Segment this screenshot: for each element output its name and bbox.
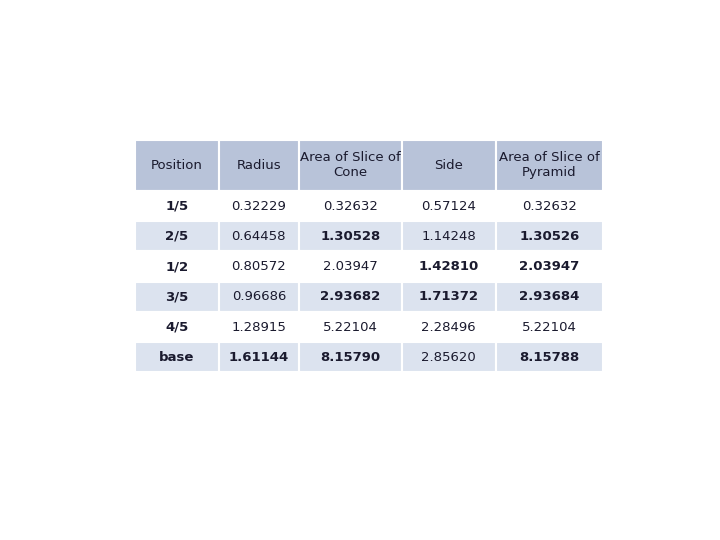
- Bar: [135, 282, 219, 312]
- Bar: [495, 140, 603, 191]
- Bar: [219, 191, 299, 221]
- Bar: [299, 282, 402, 312]
- Text: 0.64458: 0.64458: [232, 230, 286, 243]
- Text: 2.03947: 2.03947: [323, 260, 377, 273]
- Text: 2/5: 2/5: [166, 230, 189, 243]
- Text: 2.85620: 2.85620: [421, 351, 476, 364]
- Bar: [495, 282, 603, 312]
- Text: 1.30528: 1.30528: [320, 230, 380, 243]
- Text: 2.93682: 2.93682: [320, 291, 380, 303]
- Text: 1.30526: 1.30526: [519, 230, 580, 243]
- Text: 2.93684: 2.93684: [519, 291, 580, 303]
- Text: 1/2: 1/2: [166, 260, 189, 273]
- Bar: [299, 252, 402, 282]
- Text: 1.28915: 1.28915: [231, 321, 287, 334]
- Bar: [135, 140, 219, 191]
- Bar: [135, 221, 219, 252]
- Bar: [219, 221, 299, 252]
- Text: 1.61144: 1.61144: [229, 351, 289, 364]
- Bar: [299, 140, 402, 191]
- Text: base: base: [159, 351, 194, 364]
- Bar: [495, 312, 603, 342]
- Bar: [135, 191, 219, 221]
- Bar: [299, 191, 402, 221]
- Bar: [219, 342, 299, 373]
- Text: 0.80572: 0.80572: [231, 260, 287, 273]
- Bar: [402, 342, 495, 373]
- Bar: [402, 191, 495, 221]
- Text: 2.28496: 2.28496: [421, 321, 476, 334]
- Bar: [299, 342, 402, 373]
- Text: 1/5: 1/5: [166, 199, 189, 213]
- Text: 1.14248: 1.14248: [421, 230, 476, 243]
- Text: 0.57124: 0.57124: [421, 199, 476, 213]
- Bar: [402, 312, 495, 342]
- Text: Radius: Radius: [237, 159, 282, 172]
- Bar: [402, 140, 495, 191]
- Text: Side: Side: [434, 159, 463, 172]
- Text: 0.32632: 0.32632: [323, 199, 378, 213]
- Bar: [219, 312, 299, 342]
- Text: 0.32632: 0.32632: [522, 199, 577, 213]
- Text: 1.71372: 1.71372: [419, 291, 479, 303]
- Text: 0.32229: 0.32229: [231, 199, 287, 213]
- Bar: [135, 342, 219, 373]
- Bar: [495, 191, 603, 221]
- Bar: [402, 282, 495, 312]
- Bar: [495, 221, 603, 252]
- Text: 5.22104: 5.22104: [522, 321, 577, 334]
- Bar: [299, 312, 402, 342]
- Bar: [495, 342, 603, 373]
- Bar: [135, 312, 219, 342]
- Bar: [219, 252, 299, 282]
- Text: 1.42810: 1.42810: [418, 260, 479, 273]
- Text: Area of Slice of
Cone: Area of Slice of Cone: [300, 151, 400, 179]
- Bar: [219, 140, 299, 191]
- Bar: [219, 282, 299, 312]
- Text: 4/5: 4/5: [165, 321, 189, 334]
- Bar: [402, 221, 495, 252]
- Bar: [402, 252, 495, 282]
- Bar: [495, 252, 603, 282]
- Bar: [135, 252, 219, 282]
- Text: Position: Position: [151, 159, 203, 172]
- Text: 5.22104: 5.22104: [323, 321, 378, 334]
- Text: Area of Slice of
Pyramid: Area of Slice of Pyramid: [499, 151, 600, 179]
- Text: 8.15790: 8.15790: [320, 351, 380, 364]
- Text: 0.96686: 0.96686: [232, 291, 286, 303]
- Bar: [299, 221, 402, 252]
- Text: 3/5: 3/5: [165, 291, 189, 303]
- Text: 8.15788: 8.15788: [519, 351, 580, 364]
- Text: 2.03947: 2.03947: [519, 260, 580, 273]
